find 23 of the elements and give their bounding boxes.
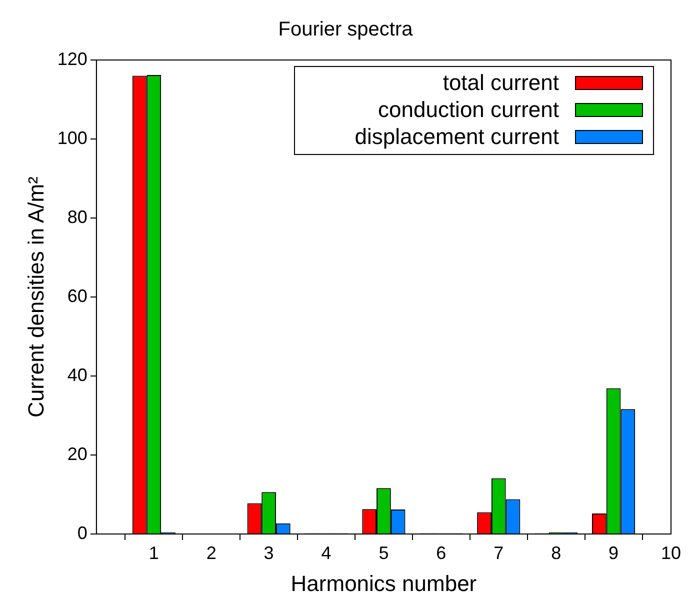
x-tick-label: 1: [148, 542, 159, 563]
legend-label: conduction current: [378, 96, 559, 122]
x-tick-label: 7: [494, 542, 504, 563]
y-tick-label: 100: [57, 128, 88, 148]
x-tick-label: 8: [551, 542, 562, 563]
legend-label: displacement current: [354, 124, 559, 150]
x-tick-label: 6: [436, 542, 446, 563]
x-axis-title: Harmonics number: [290, 570, 477, 596]
x-tick-label: 2: [206, 542, 216, 563]
legend-label: total current: [442, 70, 559, 96]
x-tick-label: 4: [321, 542, 332, 563]
y-tick-label: 120: [57, 48, 88, 69]
y-tick-label: 60: [67, 286, 88, 306]
y-axis-title: Current densities in A/m²: [23, 176, 48, 418]
x-tick-label: 9: [608, 542, 619, 563]
x-tick-label: 10: [660, 542, 682, 563]
y-tick-label: 40: [67, 364, 88, 385]
x-tick-label: 3: [264, 542, 274, 563]
y-tick-label: 0: [77, 522, 88, 543]
y-tick-label: 20: [67, 444, 88, 464]
chart-title: Fourier spectra: [278, 18, 414, 41]
y-tick-label: 80: [67, 206, 88, 227]
x-tick-label: 5: [378, 542, 389, 563]
